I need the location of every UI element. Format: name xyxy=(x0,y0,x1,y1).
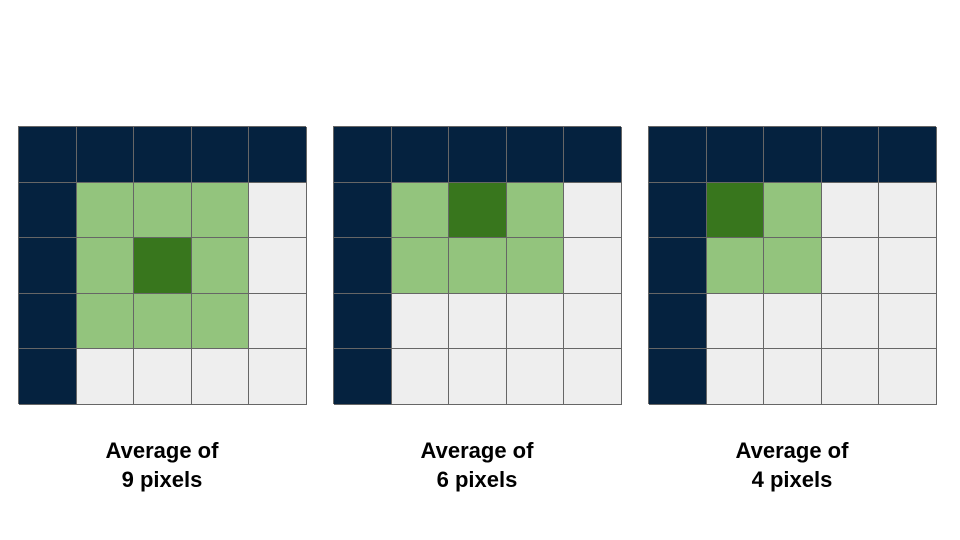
caption-line-2: 4 pixels xyxy=(751,467,833,492)
pixel-cell-edge xyxy=(764,127,822,183)
pixel-cell-empty xyxy=(391,349,449,405)
panel-9-pixels: Average of 9 pixels xyxy=(18,126,307,492)
pixel-cell-edge xyxy=(649,238,707,294)
pixel-cell-edge xyxy=(334,349,392,405)
caption: Average of 4 pixels xyxy=(648,436,936,494)
pixel-cell-empty xyxy=(821,182,879,238)
pixel-cell-empty xyxy=(249,293,307,349)
pixel-cell-edge xyxy=(649,127,707,183)
pixel-cell-neighbor xyxy=(134,293,192,349)
pixel-cell-empty xyxy=(764,349,822,405)
pixel-cell-empty xyxy=(879,238,937,294)
pixel-cell-empty xyxy=(821,293,879,349)
caption: Average of 6 pixels xyxy=(333,436,621,494)
pixel-cell-edge xyxy=(391,127,449,183)
pixel-cell-empty xyxy=(391,293,449,349)
pixel-cell-edge xyxy=(19,293,77,349)
pixel-cell-edge xyxy=(334,293,392,349)
pixel-cell-empty xyxy=(76,349,134,405)
pixel-cell-edge xyxy=(334,127,392,183)
caption: Average of 9 pixels xyxy=(18,436,306,494)
pixel-cell-empty xyxy=(564,182,622,238)
pixel-cell-edge xyxy=(649,182,707,238)
pixel-cell-neighbor xyxy=(764,238,822,294)
pixel-cell-edge xyxy=(821,127,879,183)
pixel-cell-empty xyxy=(821,238,879,294)
pixel-cell-empty xyxy=(706,349,764,405)
pixel-cell-edge xyxy=(506,127,564,183)
pixel-cell-edge xyxy=(449,127,507,183)
pixel-cell-edge xyxy=(191,127,249,183)
pixel-cell-empty xyxy=(764,293,822,349)
pixel-cell-edge xyxy=(134,127,192,183)
pixel-cell-edge xyxy=(564,127,622,183)
pixel-cell-empty xyxy=(879,293,937,349)
pixel-cell-edge xyxy=(249,127,307,183)
pixel-cell-empty xyxy=(706,293,764,349)
pixel-cell-neighbor xyxy=(506,238,564,294)
pixel-cell-empty xyxy=(134,349,192,405)
caption-line-1: Average of xyxy=(420,438,534,463)
pixel-cell-edge xyxy=(649,349,707,405)
caption-line-1: Average of xyxy=(735,438,849,463)
pixel-cell-neighbor xyxy=(391,238,449,294)
pixel-cell-center xyxy=(706,182,764,238)
caption-line-1: Average of xyxy=(105,438,219,463)
panel-6-pixels: Average of 6 pixels xyxy=(333,126,622,492)
pixel-cell-edge xyxy=(19,349,77,405)
pixel-cell-edge xyxy=(76,127,134,183)
pixel-cell-empty xyxy=(821,349,879,405)
pixel-cell-empty xyxy=(249,182,307,238)
pixel-cell-empty xyxy=(879,182,937,238)
pixel-cell-neighbor xyxy=(191,182,249,238)
pixel-grid xyxy=(18,126,307,405)
pixel-cell-empty xyxy=(449,293,507,349)
pixel-grid xyxy=(648,126,937,405)
caption-line-2: 9 pixels xyxy=(121,467,203,492)
pixel-cell-edge xyxy=(19,127,77,183)
pixel-cell-edge xyxy=(19,182,77,238)
pixel-cell-center xyxy=(134,238,192,294)
pixel-cell-edge xyxy=(879,127,937,183)
pixel-cell-neighbor xyxy=(706,238,764,294)
pixel-cell-neighbor xyxy=(506,182,564,238)
caption-line-2: 6 pixels xyxy=(436,467,518,492)
pixel-cell-empty xyxy=(564,238,622,294)
pixel-cell-edge xyxy=(334,238,392,294)
pixel-cell-edge xyxy=(649,293,707,349)
pixel-cell-neighbor xyxy=(76,238,134,294)
pixel-cell-neighbor xyxy=(134,182,192,238)
pixel-cell-empty xyxy=(249,349,307,405)
pixel-cell-edge xyxy=(706,127,764,183)
pixel-cell-neighbor xyxy=(76,182,134,238)
pixel-cell-empty xyxy=(564,349,622,405)
pixel-cell-empty xyxy=(879,349,937,405)
pixel-cell-empty xyxy=(191,349,249,405)
pixel-grid xyxy=(333,126,622,405)
pixel-cell-empty xyxy=(506,293,564,349)
pixel-cell-empty xyxy=(564,293,622,349)
pixel-cell-neighbor xyxy=(76,293,134,349)
pixel-cell-empty xyxy=(249,238,307,294)
pixel-cell-edge xyxy=(334,182,392,238)
pixel-cell-neighbor xyxy=(391,182,449,238)
pixel-cell-neighbor xyxy=(191,238,249,294)
pixel-cell-empty xyxy=(506,349,564,405)
pixel-cell-empty xyxy=(449,349,507,405)
pixel-cell-neighbor xyxy=(449,238,507,294)
panel-4-pixels: Average of 4 pixels xyxy=(648,126,937,492)
pixel-cell-edge xyxy=(19,238,77,294)
pixel-cell-center xyxy=(449,182,507,238)
pixel-cell-neighbor xyxy=(191,293,249,349)
pixel-cell-neighbor xyxy=(764,182,822,238)
